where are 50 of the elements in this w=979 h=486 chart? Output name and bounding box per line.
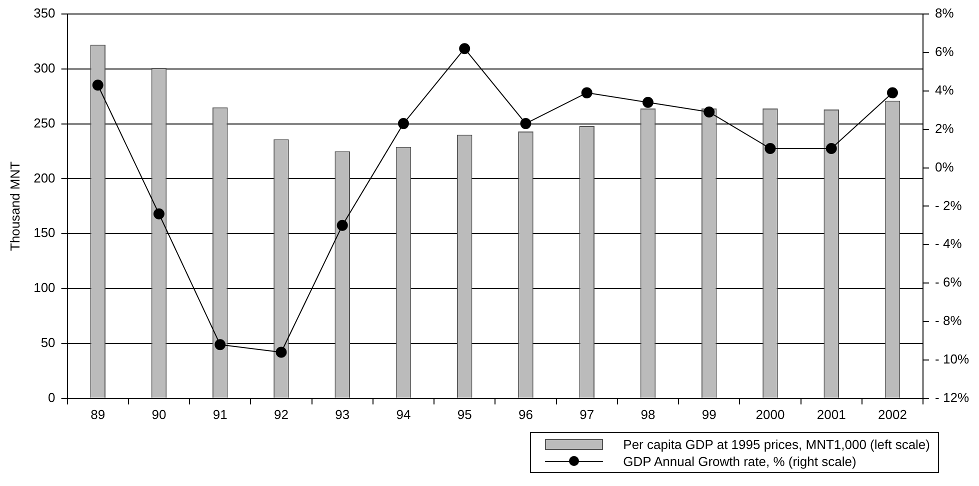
point — [336, 220, 348, 231]
y-axis-title: Thousand MNT — [7, 161, 22, 251]
y-tick-label: 150 — [34, 225, 56, 240]
y-tick-label: 50 — [40, 335, 56, 350]
y2-tick-label: - 10% — [935, 352, 970, 367]
y-tick-label: 350 — [34, 6, 56, 21]
x-tick-label: 91 — [212, 406, 228, 422]
x-tick-label: 99 — [702, 406, 716, 422]
x-tick-label: 2001 — [816, 406, 846, 422]
point — [886, 87, 898, 98]
x-tick-label: 90 — [152, 406, 166, 422]
point — [581, 87, 592, 98]
y-tick-label: 200 — [34, 170, 56, 186]
y2-tick-label: - 2% — [935, 198, 962, 213]
point — [214, 339, 226, 350]
y2-tick-label: - 12% — [935, 390, 970, 405]
point — [398, 118, 409, 130]
x-tick-label: 2000 — [756, 406, 785, 422]
y2-tick-label: 0% — [935, 159, 954, 174]
point — [153, 208, 164, 220]
y2-tick-label: 6% — [935, 44, 954, 60]
x-tick-label: 98 — [640, 406, 656, 422]
y2-tick-label: - 4% — [935, 236, 962, 252]
x-tick-label: 89 — [90, 406, 106, 422]
x-tick-label: 97 — [580, 406, 594, 422]
point — [826, 143, 837, 154]
legend-label: GDP Annual Growth rate, % (right scale) — [623, 453, 856, 470]
point — [459, 43, 470, 54]
y-tick-label: 300 — [34, 60, 56, 76]
y-tick-label: 0 — [48, 390, 56, 405]
y2-tick-label: 2% — [935, 120, 954, 136]
y2-tick-label: - 6% — [935, 274, 962, 290]
x-tick-label: 94 — [396, 406, 411, 422]
point — [764, 143, 776, 154]
point — [704, 106, 715, 118]
y-tick-label: 250 — [34, 115, 56, 130]
y2-tick-label: - 8% — [935, 313, 962, 328]
y2-tick-label: 4% — [935, 82, 954, 98]
point — [642, 96, 654, 108]
x-tick-label: 93 — [335, 406, 350, 422]
x-tick-label: 2002 — [878, 406, 907, 422]
x-tick-label: 96 — [518, 406, 533, 422]
x-tick-label: 92 — [274, 406, 288, 422]
legend-label: Per capita GDP at 1995 prices, MNT1,000 (left scale) — [623, 436, 930, 453]
y-tick-label: 100 — [34, 280, 56, 296]
point — [276, 346, 287, 358]
point — [92, 80, 104, 91]
x-tick-label: 95 — [457, 406, 472, 422]
point — [520, 118, 532, 130]
y2-tick-label: 8% — [935, 6, 954, 21]
